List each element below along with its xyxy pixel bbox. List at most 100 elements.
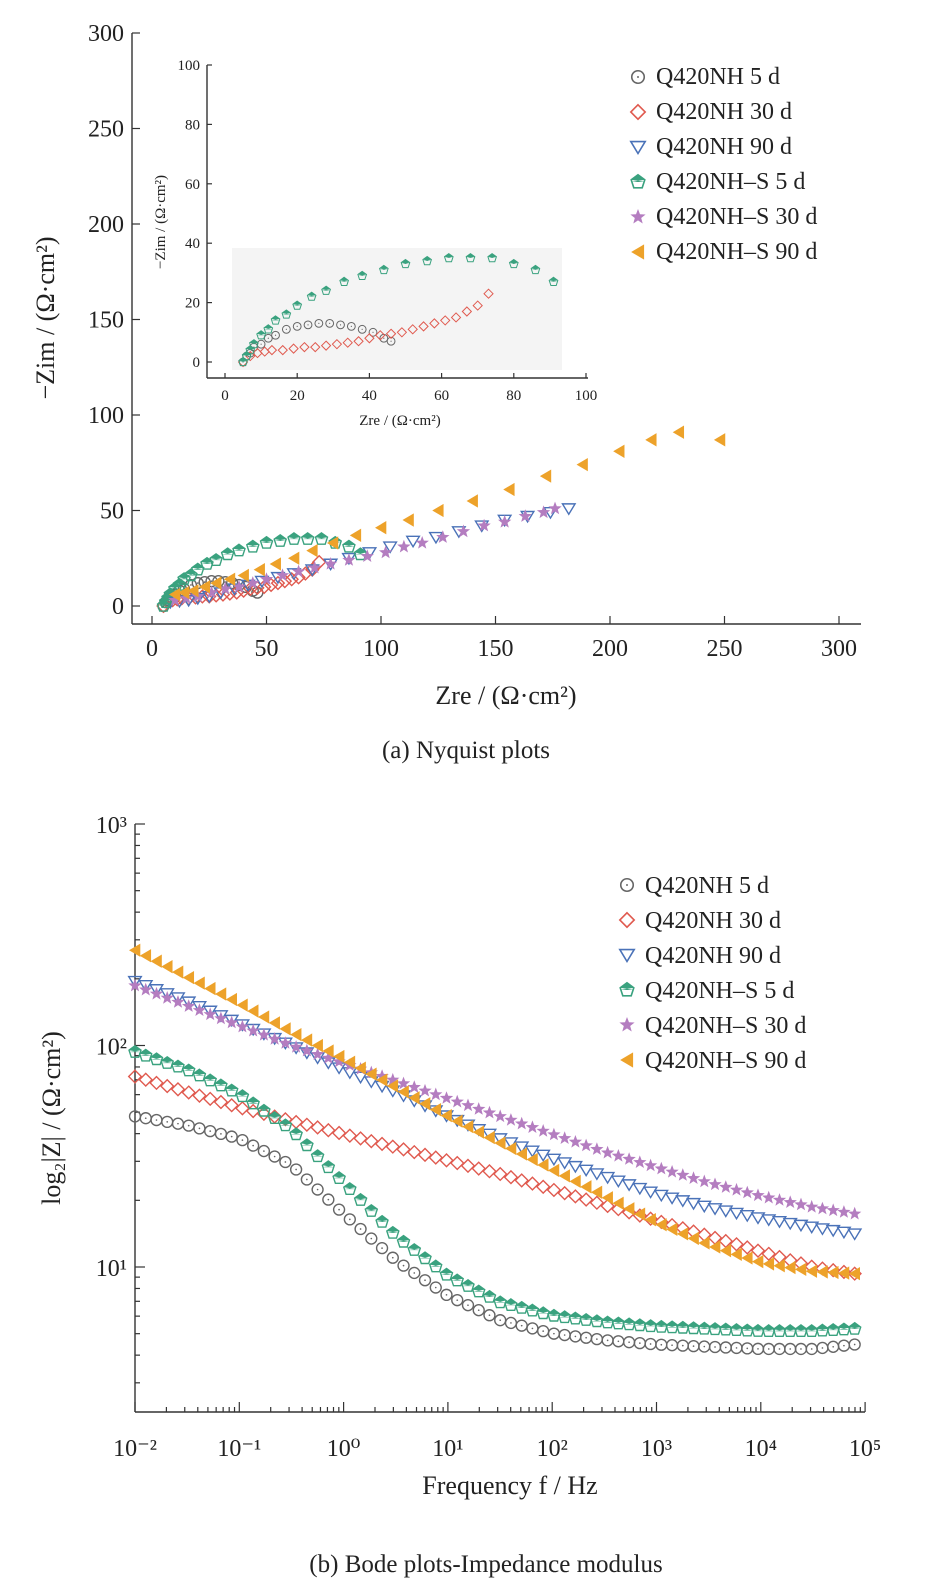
nyquist-point — [259, 535, 274, 549]
bode-point — [579, 1312, 593, 1326]
legend-marker — [630, 69, 646, 85]
bode-point — [515, 1147, 528, 1161]
bode-point — [848, 1338, 861, 1351]
bode-point — [525, 1120, 540, 1133]
nyquist-point — [245, 539, 260, 553]
bode-point — [159, 1078, 175, 1094]
bode-point — [300, 1043, 314, 1057]
bode-point — [257, 1144, 271, 1158]
bode-point — [719, 1244, 732, 1258]
bode-point — [687, 1339, 700, 1353]
nyquist-point — [548, 501, 562, 515]
bode-point — [407, 1080, 421, 1093]
inset-x-tick-label: 60 — [434, 388, 449, 404]
inset-point — [465, 252, 476, 263]
bode-point — [515, 1319, 528, 1332]
nyquist-legend: Q420NH 5 d Q420NH 30 d Q420NH 90 d Q420NH–S… — [629, 64, 817, 265]
bode-point — [762, 1257, 775, 1271]
nyquist-point — [200, 556, 214, 570]
bode-point — [236, 1133, 249, 1147]
legend-marker — [629, 140, 647, 156]
bode-point — [848, 1266, 860, 1281]
bode-point — [321, 1160, 336, 1174]
nyquist-point — [275, 568, 290, 582]
bode-point — [354, 1222, 367, 1236]
bode-point — [633, 1207, 646, 1221]
bode-point — [418, 1274, 432, 1287]
nyquist-point — [503, 482, 515, 497]
inset-point — [443, 252, 454, 263]
nyquist-point — [456, 524, 471, 538]
nyquist-point — [218, 581, 232, 595]
bode-point — [655, 1218, 667, 1232]
inset-point — [530, 264, 541, 275]
bode-point — [374, 1136, 390, 1152]
bode-point — [418, 1083, 432, 1097]
inset-point — [548, 276, 559, 286]
inset-point — [310, 341, 321, 353]
bode-point — [397, 1259, 410, 1272]
bode-point — [665, 1320, 679, 1334]
bode-point — [739, 1240, 755, 1255]
bode-point — [805, 1199, 819, 1213]
nyquist-point — [415, 536, 429, 549]
bode-point — [364, 1203, 379, 1217]
bode-point — [406, 1144, 422, 1160]
inset-point — [277, 344, 288, 356]
bode-x-tick-label: 10⁴ — [745, 1436, 777, 1462]
inset-point — [342, 337, 353, 348]
bode-point — [375, 1069, 389, 1082]
nyquist-point — [210, 576, 222, 590]
bode-point — [450, 1094, 464, 1108]
bode-point — [794, 1262, 807, 1277]
bode-point — [429, 1087, 443, 1101]
nyquist-point — [645, 433, 657, 447]
bode-point — [794, 1324, 808, 1338]
bode-point — [686, 1171, 701, 1184]
nyquist-x-axis-title: Zre / (Ω·cm²) — [435, 681, 576, 710]
bode-point — [246, 1096, 260, 1110]
bode-point — [847, 1321, 862, 1335]
bode-point — [396, 1234, 411, 1248]
bode-point — [730, 1247, 742, 1261]
bode-point — [440, 1288, 453, 1302]
nyquist-y-tick-label: 200 — [88, 212, 124, 238]
bode-point — [310, 1120, 325, 1135]
bode-point — [171, 995, 185, 1008]
bode-point — [729, 1236, 744, 1252]
nyquist-x-tick-label: 200 — [592, 636, 628, 662]
inset-point — [339, 276, 349, 286]
bode-point — [365, 1067, 377, 1081]
bode-point — [127, 975, 143, 989]
inset-point — [487, 252, 497, 263]
nyquist-x-tick-label: 300 — [821, 636, 857, 662]
bode-point — [696, 1200, 712, 1214]
bode-point — [332, 1171, 346, 1185]
inset-point — [375, 330, 386, 341]
nyquist-point — [270, 575, 286, 591]
inset-point — [450, 312, 462, 323]
bode-point — [449, 1155, 465, 1171]
bode-x-tick-label: 10⁻² — [113, 1436, 157, 1462]
bode-x-tick-label: 10⁰ — [327, 1436, 361, 1462]
bode-point — [461, 1278, 475, 1292]
legend-marker — [630, 209, 646, 224]
bode-point — [590, 1185, 603, 1199]
nyquist-point — [536, 505, 551, 519]
bode-legend: Q420NH 5 d Q420NH 30 d Q420NH 90 d Q420NH–S… — [618, 873, 806, 1074]
bode-x-tick-label: 10² — [537, 1436, 568, 1462]
inset-y-tick-label: 100 — [178, 58, 201, 74]
bode-point — [161, 960, 173, 974]
inset-point — [385, 328, 397, 339]
bode-point — [138, 1048, 153, 1062]
bode-point — [547, 1308, 561, 1322]
bode-point — [289, 1163, 303, 1176]
bode-point — [611, 1316, 626, 1330]
nyquist-point — [428, 531, 444, 545]
bode-point — [494, 1314, 507, 1327]
nyquist-point — [360, 549, 374, 562]
bode-point — [580, 1180, 592, 1194]
legend-marker — [619, 877, 635, 893]
bode-point — [794, 1342, 808, 1356]
legend-marker — [630, 173, 646, 189]
